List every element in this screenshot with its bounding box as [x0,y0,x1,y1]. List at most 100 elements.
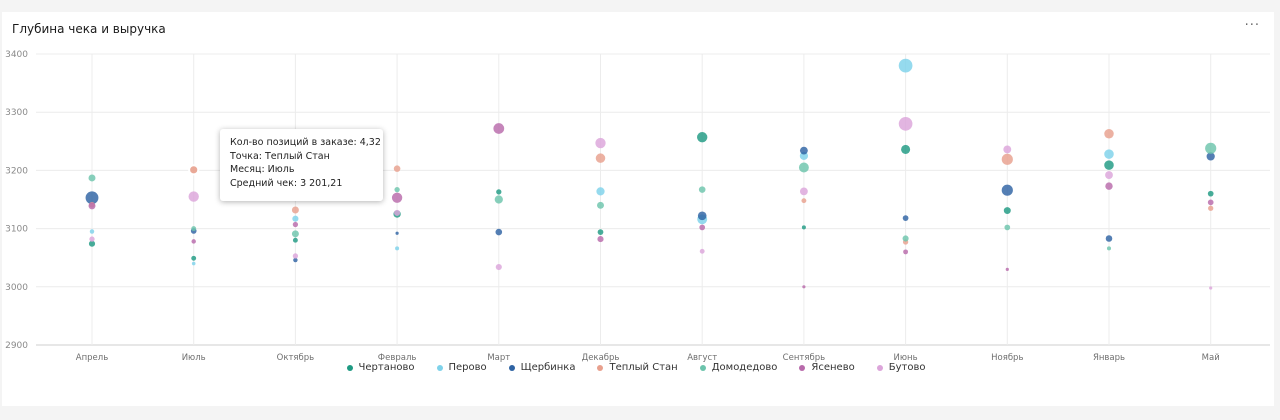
data-point[interactable] [188,191,199,202]
data-point[interactable] [395,246,400,251]
data-point[interactable] [799,187,808,196]
data-point[interactable] [798,162,809,173]
data-point[interactable] [394,186,400,193]
data-point[interactable] [699,224,706,231]
data-point[interactable] [697,132,708,143]
legend-label: Чертаново [358,362,415,373]
data-point[interactable] [1104,160,1114,170]
data-point[interactable] [1207,190,1214,197]
data-point[interactable] [495,263,502,271]
widget-title: Глубина чека и выручка [12,22,166,36]
x-tick-label: Май [1202,353,1220,363]
legend-item[interactable]: Ясенево [799,362,855,373]
data-point[interactable] [292,221,299,228]
data-point[interactable] [395,231,399,235]
data-point[interactable] [393,165,401,172]
data-point[interactable] [394,209,401,216]
data-point[interactable] [801,198,807,204]
legend-marker [799,364,806,371]
legend-item[interactable]: Бутово [876,362,926,373]
y-tick-label: 3200 [5,166,28,176]
data-point[interactable] [191,226,197,232]
x-tick-label: Март [487,353,510,363]
tooltip-row: Средний чек: 3 201,21 [230,177,343,189]
legend-item[interactable]: Щербинка [508,362,575,373]
data-point[interactable] [291,206,299,214]
data-point[interactable] [1105,235,1113,242]
y-tick-label: 3000 [5,283,28,293]
data-point[interactable] [802,285,806,289]
data-point[interactable] [1003,145,1012,154]
data-point[interactable] [699,248,705,254]
data-point[interactable] [597,236,604,243]
more-menu-icon[interactable]: ··· [1244,18,1260,33]
legend-item[interactable]: Теплый Стан [597,362,678,373]
legend-label: Домодедово [711,362,778,373]
legend-item[interactable]: Чертаново [346,362,415,373]
data-point[interactable] [697,211,707,221]
data-point[interactable] [1105,171,1113,179]
data-point[interactable] [1001,153,1013,165]
data-point[interactable] [292,215,299,222]
data-point[interactable] [1206,152,1215,161]
data-point[interactable] [88,202,96,210]
data-point[interactable] [1209,286,1213,290]
data-point[interactable] [85,191,99,205]
legend-marker [508,364,515,371]
data-point[interactable] [1106,246,1112,251]
data-point[interactable] [291,230,299,238]
legend-label: Перово [448,362,487,373]
data-point[interactable] [293,257,298,263]
data-point[interactable] [903,249,909,255]
data-point[interactable] [1003,207,1011,215]
data-point[interactable] [88,240,96,247]
data-point[interactable] [1005,267,1009,271]
legend-marker [699,364,706,371]
data-point[interactable] [1001,184,1013,196]
data-point[interactable] [597,229,604,235]
data-point[interactable] [1207,199,1214,206]
data-point[interactable] [595,153,606,163]
data-point[interactable] [494,195,503,204]
y-tick-label: 3400 [5,50,28,60]
x-tick-label: Апрель [76,353,108,363]
data-point[interactable] [1205,142,1217,154]
data-point[interactable] [799,146,808,155]
data-point[interactable] [901,144,911,154]
data-point[interactable] [597,201,604,209]
data-point[interactable] [191,261,196,266]
data-point[interactable] [191,239,196,244]
data-point[interactable] [898,58,913,73]
data-point[interactable] [493,123,505,134]
data-point[interactable] [191,255,197,261]
data-point[interactable] [1004,224,1011,231]
data-point[interactable] [1208,205,1214,211]
data-point[interactable] [89,229,95,234]
data-point[interactable] [88,174,96,182]
data-point[interactable] [496,189,502,195]
data-point[interactable] [391,192,403,203]
data-point[interactable] [188,164,200,176]
data-point[interactable] [1104,128,1114,139]
data-point[interactable] [801,225,806,230]
data-point[interactable] [495,228,503,236]
data-point[interactable] [902,215,909,221]
data-point[interactable] [1105,182,1113,190]
data-point[interactable] [1104,149,1114,159]
data-point[interactable] [595,137,606,149]
data-point[interactable] [902,235,909,242]
data-point[interactable] [898,116,913,131]
legend-marker [876,364,883,371]
data-point[interactable] [89,236,95,242]
x-tick-label: Февраль [378,353,417,363]
legend-label: Теплый Стан [609,362,678,373]
data-point[interactable] [292,237,298,243]
legend-label: Ясенево [811,362,855,373]
legend-item[interactable]: Перово [436,362,487,373]
legend-item[interactable]: Домодедово [699,362,778,373]
data-point[interactable] [596,187,605,196]
y-tick-label: 3300 [5,108,28,118]
data-point[interactable] [698,186,706,193]
legend-label: Бутово [888,362,926,373]
data-point[interactable] [292,253,299,259]
